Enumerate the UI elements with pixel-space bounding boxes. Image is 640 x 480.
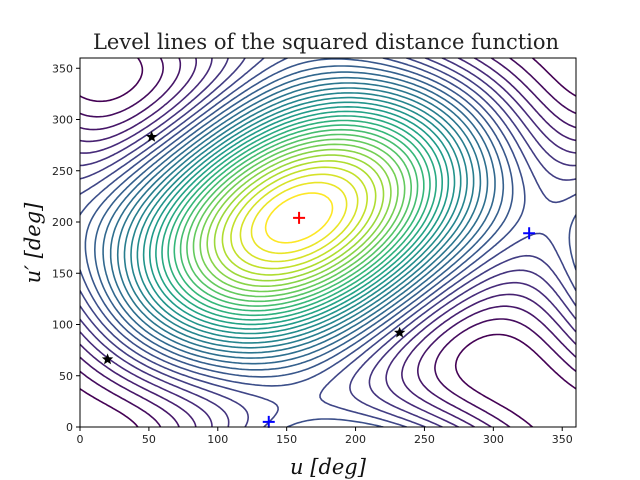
x-tick-label: 200 (345, 433, 366, 446)
star-marker (393, 326, 406, 338)
star-marker (145, 130, 158, 142)
contour-level-line (109, 76, 489, 359)
contour-level-line (80, 58, 576, 427)
contour-level-line (102, 71, 496, 365)
contour-level-line (230, 166, 368, 270)
plus-marker (293, 211, 306, 224)
x-axis-label: u [deg] (290, 455, 367, 479)
star-marker (101, 353, 114, 365)
contour-level-line (80, 58, 576, 427)
y-tick-label: 350 (52, 62, 73, 75)
markers (101, 130, 536, 428)
x-tick-label: 350 (552, 433, 573, 446)
contour-level-line (221, 160, 377, 276)
contour-level-line (186, 133, 412, 303)
y-axis-label: u′ [deg] (21, 202, 45, 283)
contour-level-line (94, 65, 505, 371)
contour-level-line (250, 181, 348, 255)
y-tick-label: 250 (52, 165, 73, 178)
y-axis: 0 50 100 150 200 250 300 350 (52, 62, 80, 434)
contour-level-line (123, 87, 475, 349)
x-tick-label: 0 (77, 433, 84, 446)
plot-area (79, 57, 577, 428)
plus-marker (262, 415, 275, 428)
contour-level-line (116, 82, 482, 354)
contour-level-line (192, 138, 406, 298)
contour-level-line (213, 154, 385, 282)
y-tick-label: 200 (52, 216, 73, 229)
contour-lines (80, 58, 576, 427)
contour-level-line (264, 192, 334, 244)
contour-level-line (80, 58, 576, 427)
contour-level-line (239, 173, 359, 263)
contour-level-line (80, 58, 576, 427)
contour-level-line (80, 58, 576, 427)
contour-level-line (206, 148, 392, 287)
x-axis: 0 50 100 150 200 250 300 350 (77, 427, 573, 446)
y-tick-label: 150 (52, 267, 73, 280)
contour-level-line (80, 58, 576, 427)
x-tick-label: 100 (207, 433, 228, 446)
contour-level-line (161, 115, 437, 321)
contour-level-line (155, 110, 443, 326)
contour-level-line (80, 58, 576, 427)
contour-level-line (167, 119, 431, 317)
y-tick-label: 50 (59, 370, 73, 383)
x-tick-label: 250 (414, 433, 435, 446)
contour-level-line (130, 92, 468, 344)
x-tick-label: 50 (142, 433, 156, 446)
contour-level-line (149, 106, 450, 330)
y-tick-label: 300 (52, 114, 73, 127)
chart-title: Level lines of the squared distance func… (93, 30, 559, 54)
contour-level-line (136, 96, 462, 339)
y-tick-label: 100 (52, 319, 73, 332)
contour-level-line (142, 101, 456, 335)
x-tick-label: 300 (483, 433, 504, 446)
y-tick-label: 0 (66, 421, 73, 434)
contour-level-line (199, 143, 399, 293)
plot-frame (79, 57, 577, 428)
x-tick-label: 150 (276, 433, 297, 446)
contour-level-line (179, 128, 419, 307)
contour-level-line (84, 58, 514, 378)
plus-marker (523, 227, 536, 240)
contour-level-line (173, 124, 425, 312)
